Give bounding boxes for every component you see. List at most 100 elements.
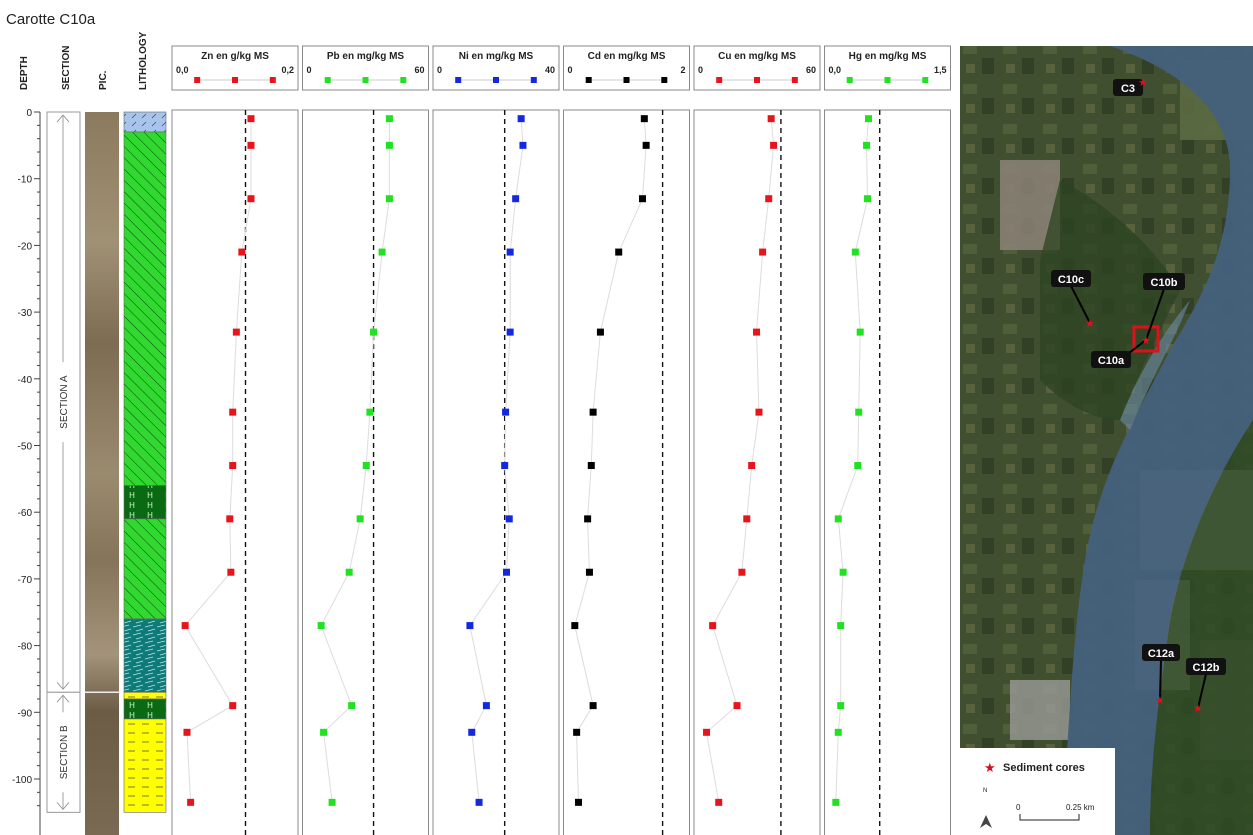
panel-hg: Hg en mg/kg MS 0,0 1,5 (824, 45, 951, 835)
data-point (642, 141, 650, 149)
data-point (385, 115, 393, 123)
figure-title: Carotte C10a (6, 11, 96, 28)
panel-legend-marker (585, 77, 592, 83)
map-leader-line (1197, 673, 1207, 709)
panel-axis-max-label: 1,5 (934, 65, 947, 75)
data-point (181, 622, 189, 630)
panel-legend-marker (846, 77, 853, 83)
data-point (748, 462, 756, 470)
panel-legend-marker (791, 77, 798, 83)
section-arrow-up-icon (56, 694, 70, 703)
depth-axis: 0 -10 -20 -30 -40 -50 -60 -70 -80 -90 -100 (12, 108, 41, 835)
data-point (584, 515, 592, 523)
data-point (770, 141, 778, 149)
data-point (385, 195, 393, 203)
data-point (227, 568, 235, 576)
map-label-box (1143, 273, 1185, 290)
scale-label-end: 0.25 km (1066, 803, 1095, 812)
forest (1150, 420, 1253, 835)
core-star-icon: ★ (1155, 694, 1165, 707)
depth-tick-label: -70 (18, 575, 33, 586)
data-point (226, 515, 234, 523)
data-point (232, 328, 240, 336)
lithology-layer-blue (123, 111, 167, 133)
data-point (587, 462, 595, 470)
data-point (837, 622, 845, 630)
data-point (503, 568, 511, 576)
section-label-bg (57, 362, 69, 443)
panel-legend-marker (754, 77, 760, 83)
depth-tick-label: -80 (18, 642, 33, 653)
data-point (320, 728, 328, 736)
data-point (366, 408, 374, 416)
selected-core-box (1132, 325, 1160, 353)
depth-tick-label: -100 (12, 775, 32, 786)
legend-star-icon: ★ (984, 761, 996, 776)
panel-axis-max-label: 0,2 (281, 65, 294, 75)
data-point (832, 798, 840, 806)
urban-patch (1010, 680, 1070, 740)
panel-axis-max-label: 60 (806, 65, 816, 75)
data-point (362, 462, 370, 470)
data-point (855, 408, 863, 416)
panel-legend-marker (493, 77, 499, 83)
data-point (743, 515, 751, 523)
panel-header-label: Pb en mg/kg MS (327, 51, 405, 62)
data-point (589, 408, 597, 416)
lithology-layer-darkgreen (123, 485, 167, 520)
section-arrow-down-icon (56, 682, 70, 690)
map-label-box (1186, 658, 1226, 675)
data-point (517, 115, 525, 123)
panel-legend-marker (530, 77, 537, 83)
panel-legend-marker (269, 77, 276, 83)
data-point (864, 115, 872, 123)
panel-legend-marker (661, 77, 668, 83)
depth-tick-label: -90 (18, 708, 33, 719)
panel-axis-max-label: 40 (545, 65, 555, 75)
panel-axis-min-label: 0,0 (176, 65, 189, 75)
panel-header-label: Cu en mg/kg MS (718, 51, 796, 62)
data-point (834, 515, 842, 523)
map-core-label: C12b (1193, 662, 1220, 674)
data-point (596, 328, 604, 336)
map-label-box (1142, 644, 1180, 661)
depth-tick-label: -10 (18, 175, 33, 186)
panel-header-label: Ni en mg/kg MS (459, 51, 534, 62)
panel-axis-max-label: 60 (414, 65, 424, 75)
data-point (506, 248, 514, 256)
data-point (466, 622, 474, 630)
panel-header-label: Cd en mg/kg MS (588, 51, 666, 62)
panel-zn: Zn en g/kg MS 0,0 0,2 (171, 45, 299, 835)
panel-plot-box (824, 109, 951, 835)
data-point (482, 702, 490, 710)
data-point (851, 248, 859, 256)
data-point (317, 622, 325, 630)
depth-tick-label: 0 (26, 108, 32, 119)
data-point (864, 195, 872, 203)
data-point (767, 115, 775, 123)
panel-axis-min-label: 0 (698, 65, 703, 75)
concentration-panels: Zn en g/kg MS 0,0 0,2 Pb en mg/kg MS 0 60 Ni e… (171, 45, 951, 835)
data-point (468, 728, 476, 736)
panel-legend-marker (194, 77, 201, 83)
section-arrow-down-icon (56, 802, 70, 810)
lithology-header: LITHOLOGY (138, 31, 149, 90)
data-point (738, 568, 746, 576)
location-map: C3 ★C10c★C10b★C10a★C12a★C12b★ ★ Sediment … (960, 46, 1253, 835)
panel-legend-marker (362, 77, 369, 83)
data-point (834, 728, 842, 736)
data-point (765, 195, 773, 203)
data-point (238, 248, 246, 256)
forest (1040, 180, 1180, 420)
lithology-layer-green (123, 131, 167, 486)
data-point (755, 408, 763, 416)
panel-axis-min-label: 0 (307, 65, 312, 75)
data-point (574, 798, 582, 806)
data-point (573, 728, 581, 736)
panel-legend-marker (922, 77, 929, 83)
data-point (501, 462, 509, 470)
panel-ni: Ni en mg/kg MS 0 40 (432, 45, 560, 835)
data-point (759, 248, 767, 256)
map-core-label: C10b (1151, 277, 1178, 289)
map-leader-line (1145, 288, 1165, 341)
